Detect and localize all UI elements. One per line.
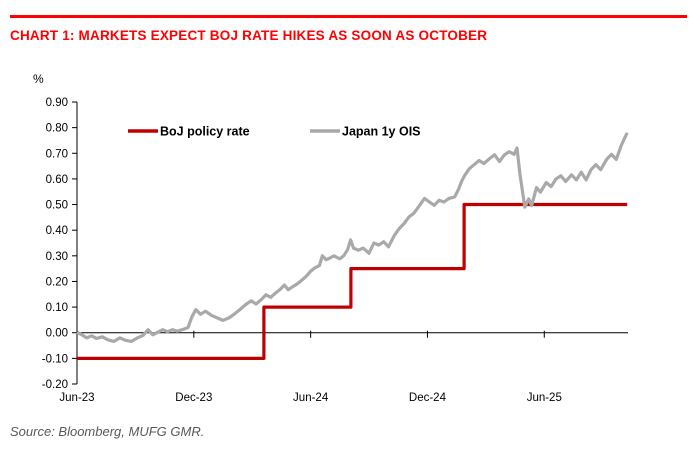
- source-note: Source: Bloomberg, MUFG GMR.: [10, 424, 205, 439]
- y-axis-tick-label: -0.20: [42, 379, 68, 391]
- y-axis-unit-label: %: [33, 72, 44, 86]
- y-axis-tick-label: 0.60: [46, 174, 68, 186]
- title-rule: [10, 15, 687, 18]
- x-axis-tick-label: Dec-23: [175, 392, 212, 404]
- y-axis-tick-label: -0.10: [42, 353, 68, 365]
- x-axis-tick-label: Dec-24: [409, 392, 447, 404]
- x-axis-tick-label: Jun-24: [293, 392, 329, 404]
- y-axis-tick-label: 0.20: [46, 276, 68, 288]
- line-chart: %0.90 0.80 0.70 0.60 0.50 0.40 0.30 0.20 0.10 0.0…: [33, 72, 629, 404]
- y-axis-tick-label: 0.70: [46, 148, 68, 160]
- chart-title: CHART 1: MARKETS EXPECT BOJ RATE HIKES A…: [10, 28, 488, 43]
- y-axis-tick-label: 0.30: [46, 251, 68, 263]
- y-axis-tick-label: 0.50: [46, 200, 68, 212]
- series-line-japan-1y-ois: [76, 132, 629, 343]
- x-axis-tick-label: Jun-23: [59, 392, 94, 404]
- x-axis-tick-label: Jun-25: [527, 392, 562, 404]
- series-line-boj-policy-rate: [77, 202, 628, 360]
- y-axis-tick-label: 0.80: [46, 123, 68, 135]
- y-axis-tick-label: 0.00: [46, 328, 68, 340]
- y-axis-tick-label: 0.40: [46, 225, 68, 237]
- y-axis-tick-label: 0.10: [46, 302, 68, 314]
- y-axis-tick-label: 0.90: [46, 97, 68, 109]
- legend-label: BoJ policy rate: [160, 125, 250, 139]
- legend-label: Japan 1y OIS: [342, 125, 421, 139]
